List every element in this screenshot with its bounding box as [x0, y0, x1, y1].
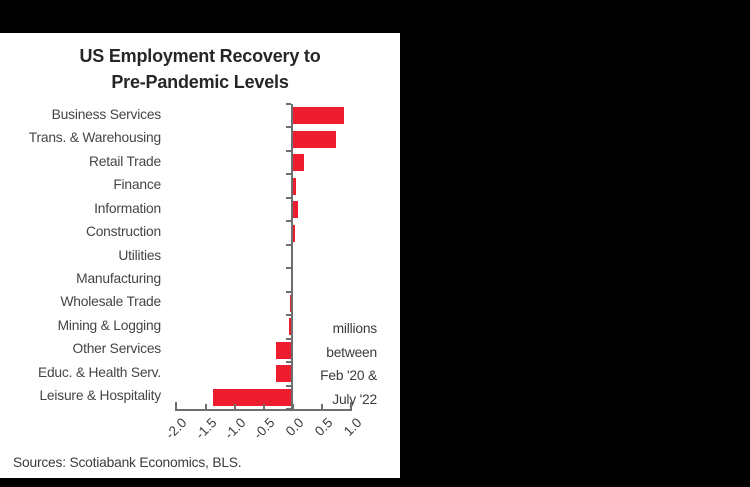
category-axis-tick — [286, 149, 291, 152]
category-label-trans-warehousing: Trans. & Warehousing — [28, 130, 161, 146]
category-axis-tick — [286, 384, 291, 387]
axis-units-note-line3: Feb '20 & — [320, 368, 377, 383]
bar-information — [292, 201, 298, 219]
category-label-other-services: Other Services — [72, 341, 162, 357]
category-label-manufacturing: Manufacturing — [76, 270, 161, 286]
bar-business-services — [292, 107, 345, 125]
category-label-information: Information — [94, 200, 161, 216]
category-axis-tick — [286, 220, 291, 223]
chart-title: US Employment Recovery to Pre-Pandemic L… — [0, 43, 400, 95]
chart-panel: US Employment Recovery to Pre-Pandemic L… — [0, 33, 400, 478]
category-axis-tick — [286, 196, 291, 199]
category-label-educ-health-serv: Educ. & Health Serv. — [37, 364, 161, 380]
category-axis-tick — [286, 290, 291, 293]
category-label-utilities: Utilities — [118, 247, 161, 263]
bar-construction — [292, 224, 295, 242]
category-axis-tick — [286, 337, 291, 340]
value-axis-tick — [175, 402, 178, 409]
axis-units-note: millions between Feb '20 & July '22 — [247, 317, 377, 411]
zero-axis-line — [291, 104, 293, 409]
value-axis-tick — [321, 404, 324, 409]
value-axis-tick — [292, 404, 294, 409]
value-axis-tick — [350, 402, 353, 409]
plot-area: Business Services Trans. & Warehousing Ret… — [0, 33, 400, 478]
category-label-business-services: Business Services — [51, 106, 162, 122]
bar-mining-logging — [288, 318, 292, 336]
bar-finance — [292, 177, 297, 195]
value-axis-tick — [262, 404, 265, 409]
category-axis-tick — [286, 314, 291, 317]
value-axis-tick — [233, 404, 236, 409]
category-label-mining-logging: Mining & Logging — [57, 317, 162, 333]
bar-educ-health-serv — [276, 365, 292, 383]
bar-other-services — [275, 341, 292, 359]
category-label-finance: Finance — [113, 177, 161, 193]
category-label-leisure-hospitality: Leisure & Hospitality — [39, 388, 161, 404]
bar-leisure-hospitality — [213, 388, 292, 406]
category-label-construction: Construction — [85, 224, 161, 240]
category-axis-tick — [286, 173, 291, 176]
value-axis-line — [175, 409, 353, 411]
chart-title-line1: US Employment Recovery to — [79, 46, 321, 66]
bar-retail-trade — [292, 154, 304, 172]
axis-units-note-line2: between — [326, 344, 377, 360]
category-axis-tick — [286, 361, 291, 364]
category-axis-tick — [286, 126, 291, 129]
category-label-retail-trade: Retail Trade — [89, 153, 161, 169]
axis-units-note-line1: millions — [332, 321, 378, 336]
category-label-wholesale-trade: Wholesale Trade — [60, 294, 161, 310]
category-axis-tick — [286, 243, 291, 246]
category-axis-tick — [286, 103, 291, 105]
axis-units-note-line4: July '22 — [332, 391, 377, 407]
bar-trans-warehousing — [292, 130, 336, 148]
value-axis-tick — [204, 404, 207, 409]
category-axis-tick — [286, 267, 291, 270]
chart-title-line2: Pre-Pandemic Levels — [111, 72, 289, 92]
source-note: Sources: Scotiabank Economics, BLS. — [13, 455, 242, 470]
